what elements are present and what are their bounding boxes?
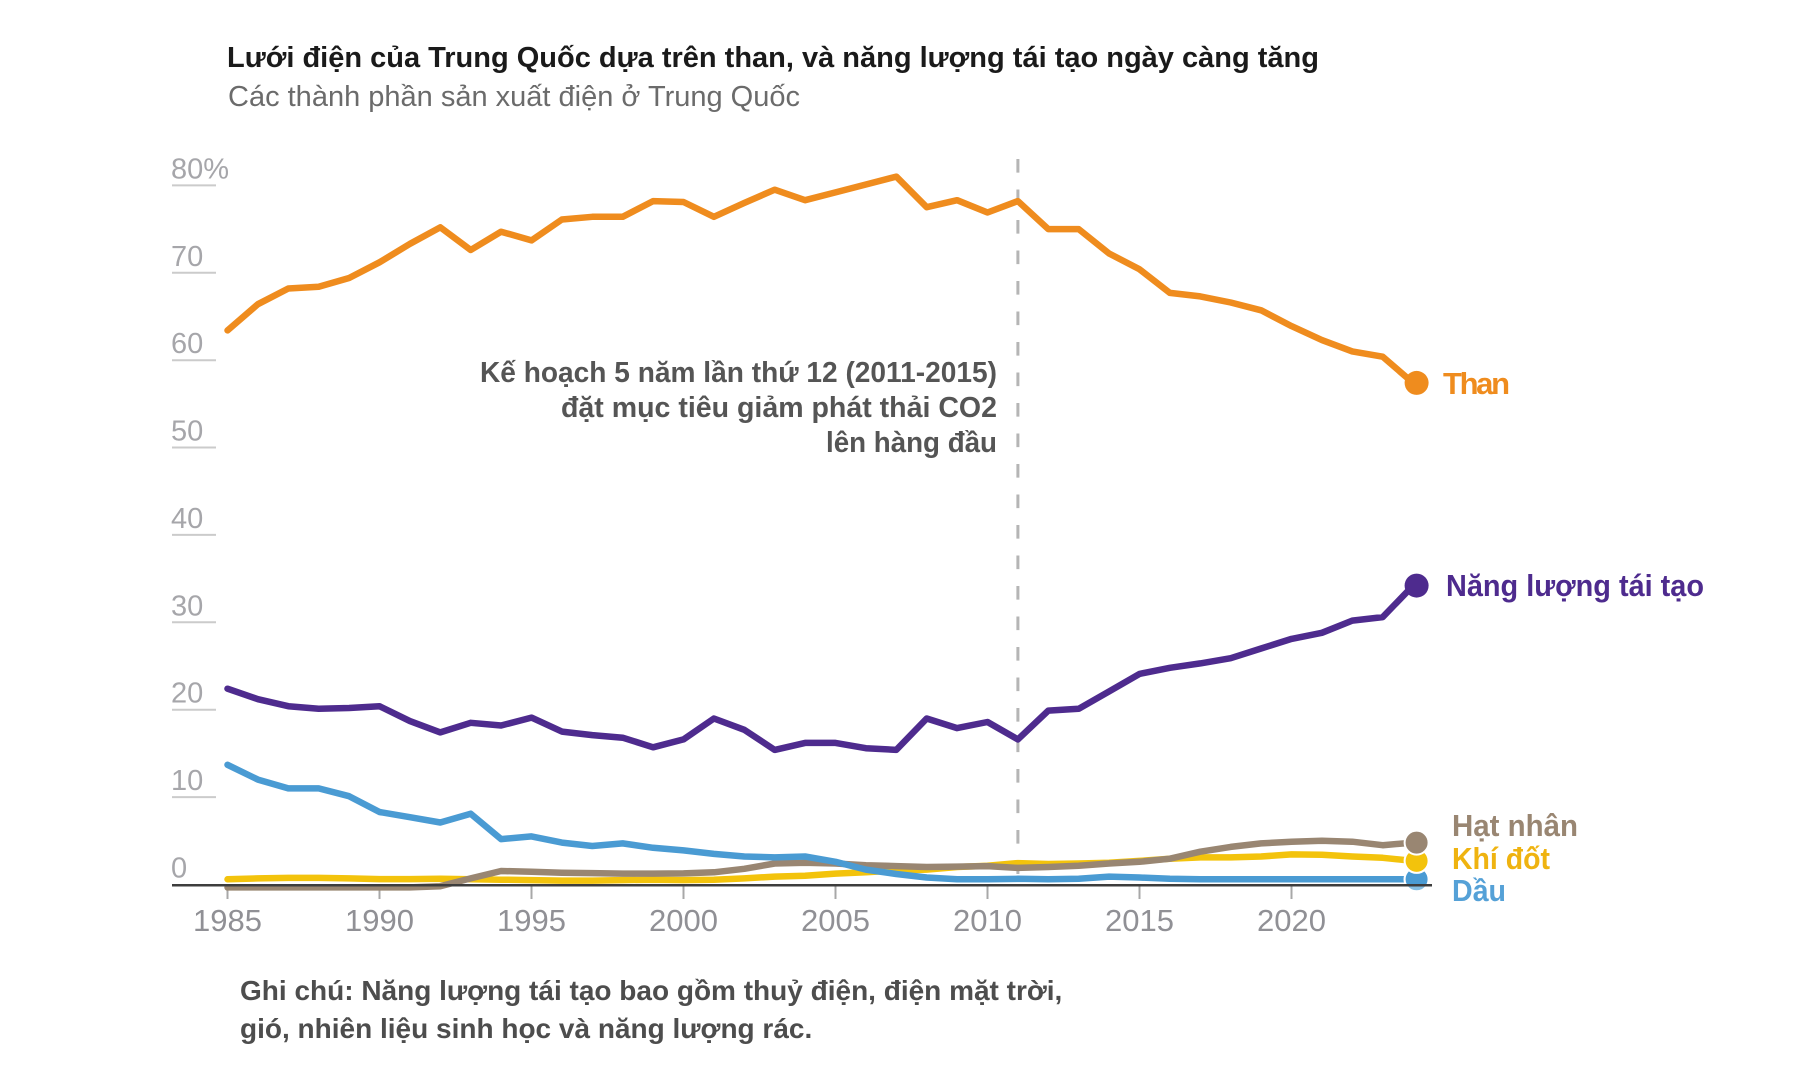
svg-text:Khí đốt: Khí đốt: [1452, 841, 1550, 876]
svg-text:40: 40: [171, 503, 203, 535]
svg-text:20: 20: [171, 678, 203, 710]
svg-text:2010: 2010: [953, 903, 1022, 938]
svg-text:1995: 1995: [497, 903, 566, 938]
svg-text:30: 30: [171, 590, 203, 622]
svg-text:1990: 1990: [345, 903, 414, 938]
svg-text:Dầu: Dầu: [1452, 873, 1506, 908]
svg-text:Năng lượng tái tạo: Năng lượng tái tạo: [1446, 568, 1704, 603]
svg-text:60: 60: [171, 328, 203, 360]
svg-text:2005: 2005: [801, 903, 870, 938]
svg-text:50: 50: [171, 416, 203, 448]
svg-text:Than: Than: [1443, 366, 1510, 401]
svg-text:2000: 2000: [649, 903, 718, 938]
svg-text:80%: 80%: [171, 153, 229, 185]
svg-text:đặt mục tiêu giảm phát thải CO: đặt mục tiêu giảm phát thải CO2: [561, 392, 997, 424]
svg-text:0: 0: [171, 853, 187, 885]
svg-text:Hạt nhân: Hạt nhân: [1452, 808, 1578, 843]
svg-text:Kế hoạch 5 năm lần thứ 12 (201: Kế hoạch 5 năm lần thứ 12 (2011-2015): [480, 357, 997, 389]
svg-text:70: 70: [171, 241, 203, 273]
svg-text:10: 10: [171, 765, 203, 797]
svg-text:2020: 2020: [1257, 903, 1326, 938]
svg-text:2015: 2015: [1105, 903, 1174, 938]
svg-text:lên hàng đầu: lên hàng đầu: [826, 427, 997, 459]
svg-text:1985: 1985: [193, 903, 262, 938]
